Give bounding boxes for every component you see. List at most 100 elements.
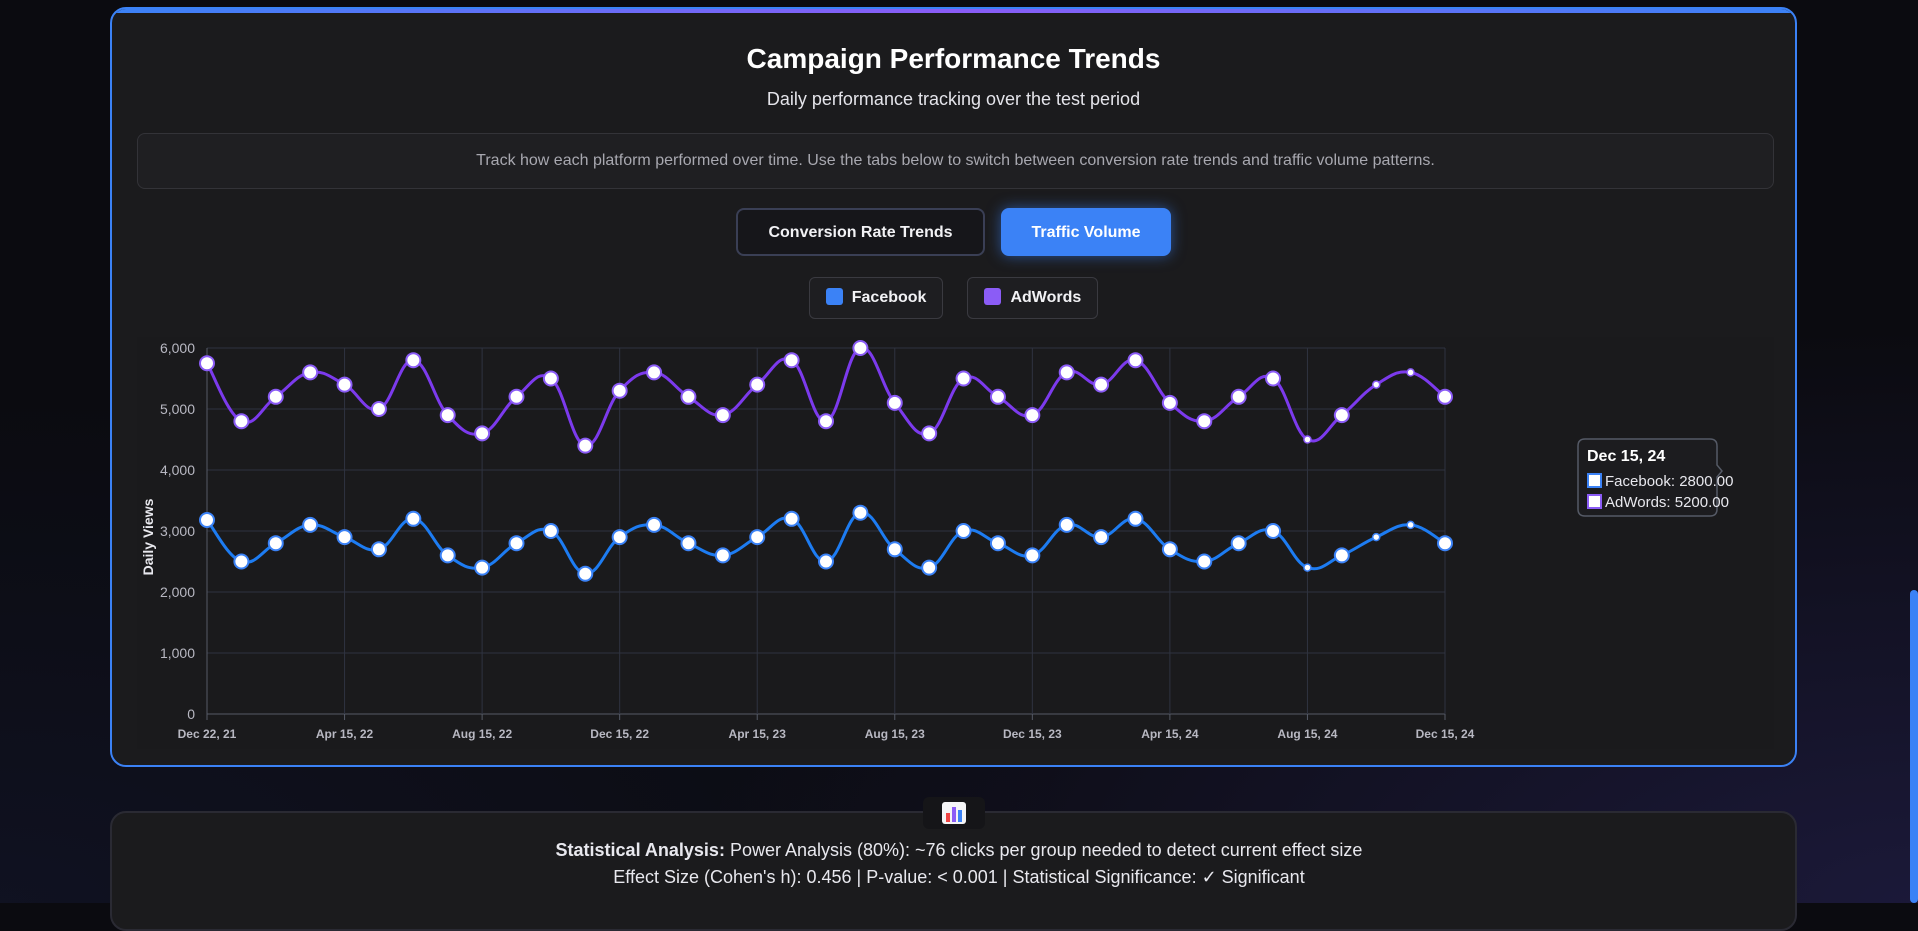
data-point-facebook	[1437, 535, 1453, 552]
data-point-adwords	[749, 376, 766, 393]
page-title: Campaign Performance Trends	[746, 43, 1161, 74]
data-point-adwords	[852, 340, 869, 356]
tab-conversion-rate-trends[interactable]: Conversion Rate Trends	[736, 208, 985, 256]
info-box: Track how each platform performed over t…	[137, 133, 1774, 189]
y-tick-label: 6,000	[160, 340, 195, 356]
data-point-facebook	[302, 516, 319, 533]
data-point-facebook	[1265, 523, 1282, 539]
data-point-facebook	[336, 529, 353, 546]
y-tick-label: 5,000	[160, 401, 195, 417]
data-point-facebook	[955, 523, 972, 539]
series-points	[199, 340, 1453, 582]
page-subtitle: Daily performance tracking over the test…	[766, 89, 1141, 109]
data-point-adwords	[439, 407, 456, 424]
data-point-adwords	[1024, 407, 1041, 424]
chart-tooltip: Dec 15, 24 Facebook: 2800.00 AdWords: 52…	[1577, 438, 1733, 517]
data-point-adwords	[336, 376, 353, 393]
tooltip-title: Dec 15, 24	[1587, 448, 1665, 465]
stats-badge	[923, 797, 985, 829]
data-point-facebook	[405, 510, 422, 527]
x-tick-label: Dec 15, 23	[1003, 727, 1062, 741]
data-point-adwords	[1371, 380, 1381, 389]
data-point-adwords	[1265, 370, 1282, 387]
x-tick-label: Aug 15, 23	[865, 727, 925, 741]
data-point-adwords	[1303, 435, 1312, 444]
data-point-facebook	[267, 535, 284, 552]
data-point-adwords	[405, 352, 422, 369]
data-point-facebook	[370, 541, 387, 558]
data-point-adwords	[1093, 376, 1110, 393]
data-point-facebook	[1406, 520, 1415, 530]
traffic-volume-chart[interactable]: 0 1,000 2,000 3,000 4,000 5,000 6,000 Dec 22, …	[137, 337, 1774, 749]
stats-line-1: Statistical Analysis: Power Analysis (80…	[0, 840, 1918, 861]
x-tick-label: Dec 22, 21	[178, 727, 237, 741]
legend-swatch-adwords	[984, 288, 1002, 305]
data-point-facebook	[921, 559, 938, 576]
y-tick-label: 0	[187, 706, 195, 722]
data-point-facebook	[1161, 541, 1178, 558]
legend-label-facebook: Facebook	[851, 289, 927, 306]
data-point-facebook	[1127, 510, 1144, 527]
data-point-adwords	[1333, 407, 1350, 424]
page-scrollbar[interactable]	[1910, 590, 1918, 903]
tooltip-facebook-value: Facebook: 2800.00	[1605, 473, 1733, 490]
data-point-facebook	[749, 529, 766, 546]
data-point-adwords	[508, 388, 525, 405]
chart-area: 0 1,000 2,000 3,000 4,000 5,000 6,000 Dec 22, …	[137, 337, 1774, 749]
data-point-facebook	[1371, 532, 1381, 542]
data-point-adwords	[474, 425, 491, 442]
legend-swatch-facebook	[825, 288, 843, 305]
data-point-adwords	[783, 352, 800, 369]
data-point-adwords	[199, 355, 215, 372]
data-point-facebook	[542, 523, 559, 539]
data-point-facebook	[508, 535, 525, 552]
plot-background	[137, 337, 1774, 749]
data-point-adwords	[714, 407, 731, 424]
y-tick-label: 4,000	[160, 462, 195, 478]
data-point-facebook	[1024, 547, 1041, 564]
data-point-facebook	[577, 565, 594, 582]
trends-card: Campaign Performance Trends Daily perfor…	[110, 7, 1797, 767]
y-tick-label: 2,000	[160, 584, 195, 600]
data-point-adwords	[989, 388, 1006, 405]
data-point-facebook	[199, 512, 215, 529]
data-point-facebook	[783, 510, 800, 527]
grid	[206, 347, 1446, 720]
data-point-facebook	[611, 529, 628, 546]
data-point-adwords	[1127, 352, 1144, 369]
x-tick-label: Aug 15, 24	[1277, 727, 1337, 741]
data-point-facebook	[1058, 516, 1075, 533]
data-point-adwords	[680, 388, 697, 405]
data-point-facebook	[1196, 553, 1213, 570]
y-axis-label: Daily Views	[140, 498, 156, 575]
data-point-adwords	[646, 364, 663, 381]
data-point-facebook	[818, 553, 834, 570]
x-tick-label: Dec 15, 22	[590, 727, 649, 741]
data-point-adwords	[370, 401, 387, 417]
data-point-facebook	[233, 553, 250, 570]
data-point-adwords	[542, 370, 559, 387]
data-point-adwords	[886, 394, 903, 411]
data-point-adwords	[267, 388, 284, 405]
legend-item-facebook[interactable]: Facebook	[808, 277, 944, 319]
data-point-facebook	[1230, 535, 1247, 552]
card-accent-bar	[112, 9, 1795, 13]
tooltip-swatch-facebook	[1587, 473, 1602, 488]
data-point-facebook	[439, 547, 456, 564]
legend-item-adwords[interactable]: AdWords	[967, 277, 1099, 319]
y-tick-label: 3,000	[160, 523, 195, 539]
x-tick-label: Apr 15, 23	[729, 727, 787, 741]
data-point-facebook	[474, 559, 491, 576]
tooltip-adwords-value: AdWords: 5200.00	[1605, 494, 1729, 511]
x-tick-label: Aug 15, 22	[452, 727, 512, 741]
x-tick-label: Apr 15, 24	[1141, 727, 1199, 741]
bar-chart-icon	[942, 802, 966, 824]
data-point-facebook	[680, 535, 697, 552]
stats-power-analysis: Power Analysis (80%): ~76 clicks per gro…	[724, 840, 1363, 860]
legend-label-adwords: AdWords	[1010, 289, 1082, 306]
stats-line-2: Effect Size (Cohen's h): 0.456 | P-value…	[613, 867, 1305, 887]
data-point-adwords	[611, 382, 628, 399]
data-point-facebook	[1333, 547, 1350, 564]
tab-traffic-volume[interactable]: Traffic Volume	[1001, 208, 1171, 256]
x-tick-label: Dec 15, 24	[1416, 727, 1475, 741]
